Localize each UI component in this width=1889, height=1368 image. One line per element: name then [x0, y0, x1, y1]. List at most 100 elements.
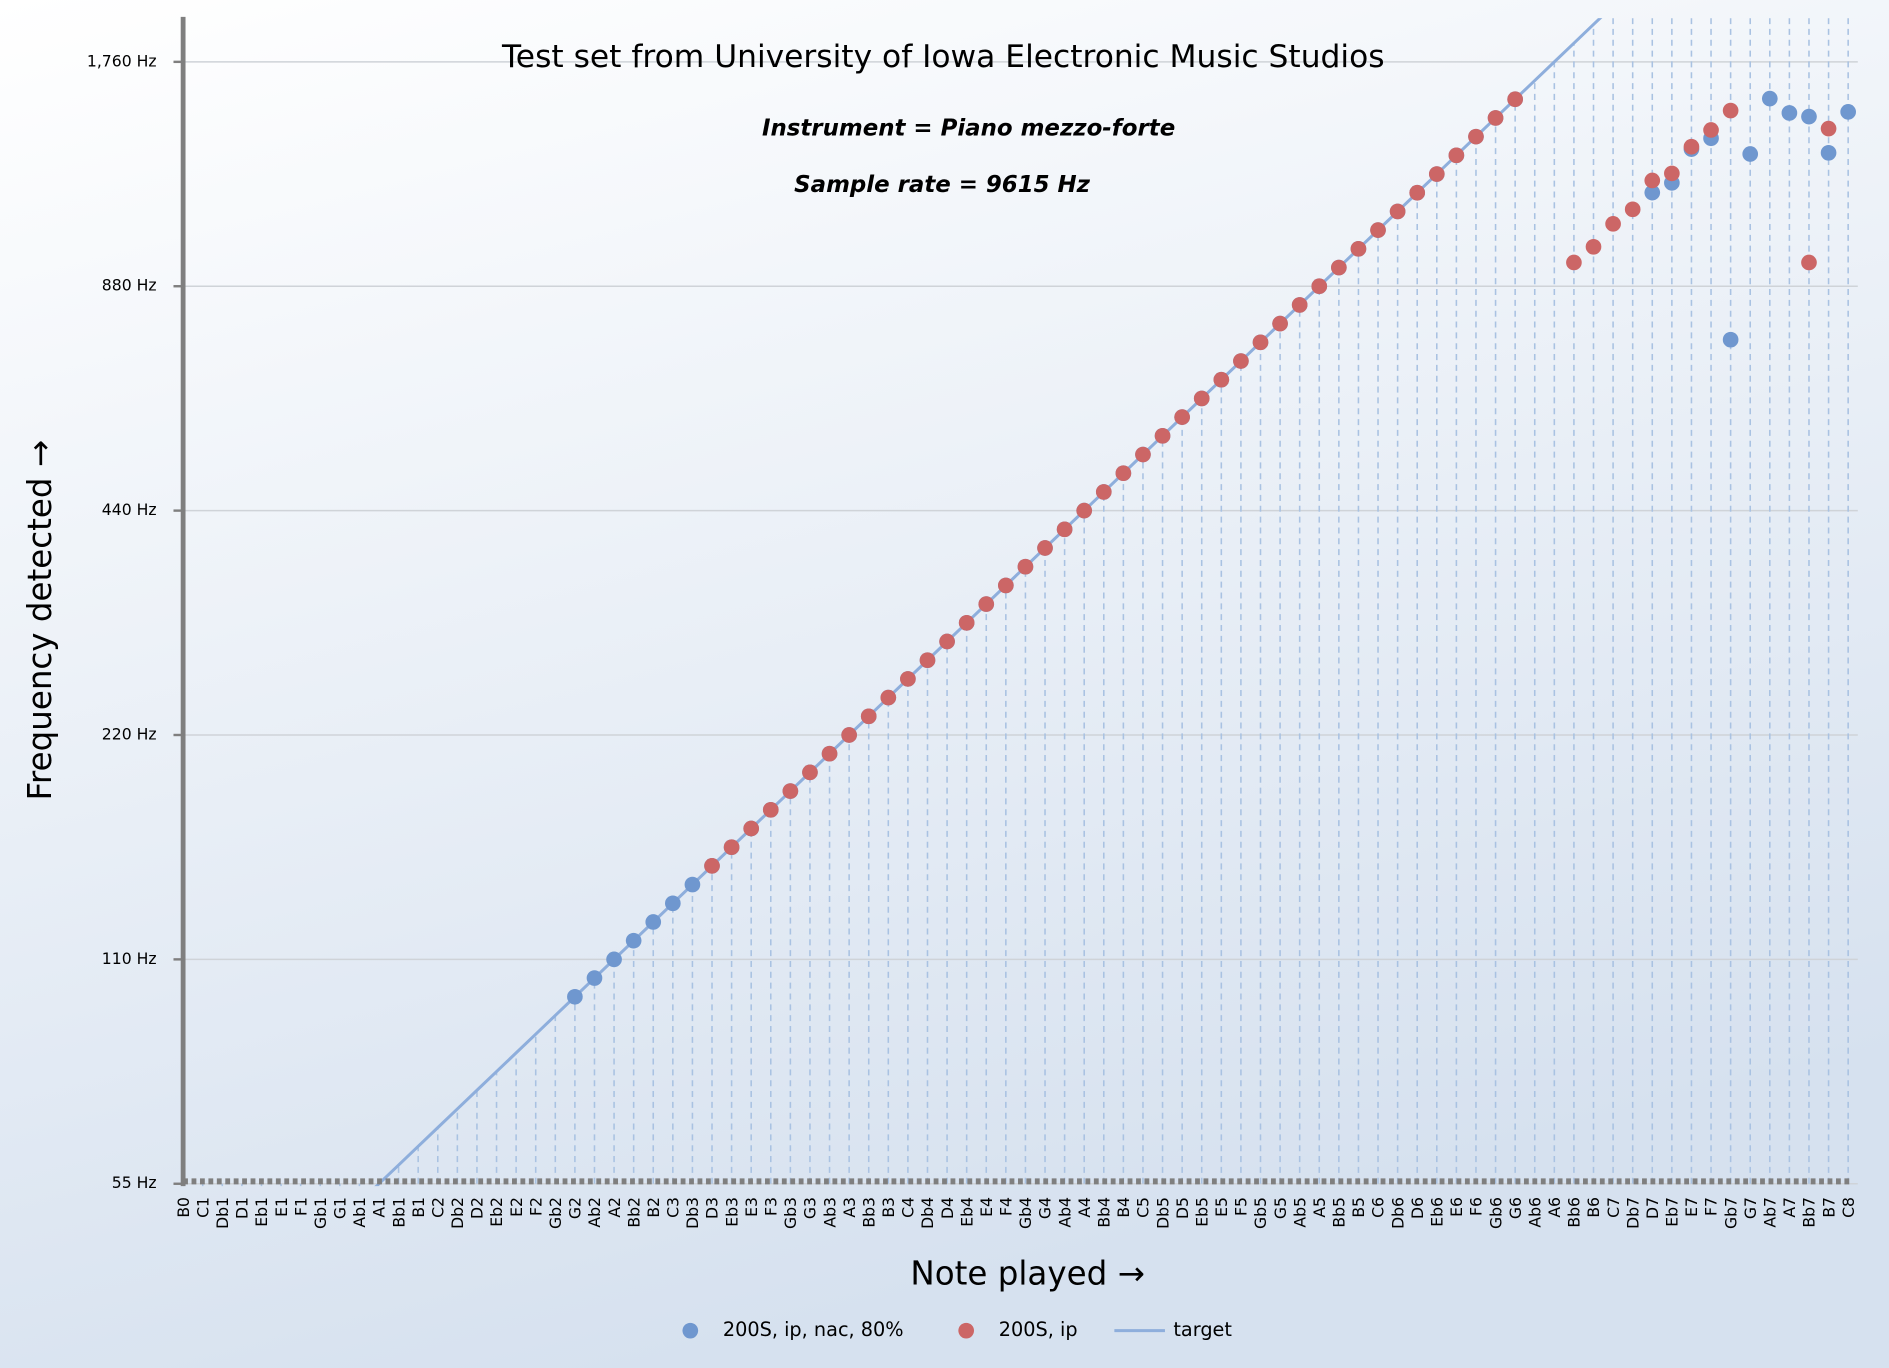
- data-point: [1174, 409, 1190, 425]
- x-axis-title: Note played →: [910, 1254, 1144, 1292]
- x-tick-label: G5: [1271, 1197, 1290, 1219]
- data-point: [860, 708, 877, 725]
- x-tick-label: Ab3: [820, 1197, 839, 1228]
- x-tick-label: B0: [174, 1197, 193, 1218]
- x-tick-label: Bb4: [1094, 1197, 1113, 1228]
- x-tick-label: Gb5: [1251, 1197, 1270, 1229]
- x-tick-label: D5: [1173, 1197, 1192, 1219]
- x-tick-label: Ab5: [1290, 1197, 1309, 1228]
- data-point: [1507, 91, 1523, 108]
- x-tick-label: Ab6: [1525, 1197, 1544, 1228]
- y-tick-label: 440 Hz: [102, 500, 157, 519]
- lines: [374, 18, 1603, 1187]
- data-point: [723, 839, 740, 856]
- x-tick-label: A3: [840, 1197, 859, 1218]
- data-point: [1487, 110, 1504, 126]
- data-point: [1135, 446, 1151, 463]
- data-point: [1370, 222, 1386, 238]
- x-tick-label: G1: [331, 1197, 350, 1219]
- data-point: [1605, 216, 1621, 232]
- data-point: [1095, 484, 1112, 500]
- x-tick-label: Eb2: [487, 1197, 506, 1227]
- x-tick-label: Eb5: [1192, 1197, 1211, 1227]
- data-point: [841, 727, 857, 743]
- data-point: [1350, 241, 1367, 257]
- x-tick-label: Bb3: [859, 1197, 878, 1228]
- data-point: [1742, 146, 1759, 162]
- chart-title: Test set from University of Iowa Electro…: [501, 39, 1385, 75]
- data-point: [1468, 128, 1484, 145]
- drop-lines: [183, 18, 1849, 1187]
- x-tick-label: E7: [1682, 1197, 1701, 1217]
- x-tick-label: B3: [879, 1197, 898, 1218]
- x-tick-label: F2: [526, 1197, 545, 1216]
- x-tick-label: D7: [1643, 1197, 1662, 1219]
- data-point: [1722, 102, 1739, 119]
- legend-label: 200S, ip, nac, 80%: [723, 1318, 904, 1341]
- x-tick-label: E1: [272, 1197, 291, 1217]
- legend-swatch: [682, 1322, 699, 1339]
- x-tick-label: C3: [664, 1197, 683, 1218]
- x-tick-label: Eb1: [252, 1197, 271, 1227]
- data-point: [645, 914, 662, 930]
- data-point: [880, 689, 897, 706]
- data-point: [684, 876, 701, 893]
- y-tick-label: 110 Hz: [102, 949, 157, 968]
- x-tick-label: Ab4: [1055, 1197, 1074, 1228]
- data-point: [1233, 353, 1249, 369]
- data-point: [1585, 238, 1602, 255]
- x-tick-label: G4: [1036, 1197, 1055, 1219]
- x-tick-label: A2: [605, 1197, 624, 1218]
- data-point: [900, 671, 916, 687]
- data-point: [1193, 390, 1210, 407]
- x-tick-label: G6: [1506, 1197, 1525, 1219]
- x-tick-label: A1: [370, 1197, 389, 1218]
- data-point: [1722, 331, 1739, 348]
- y-tick-label: 55 Hz: [112, 1173, 157, 1192]
- data-point: [998, 577, 1014, 594]
- data-point: [782, 783, 799, 799]
- data-point: [1076, 502, 1093, 519]
- x-tick-label: D1: [233, 1197, 252, 1219]
- data-point: [625, 932, 642, 949]
- data-point: [1291, 297, 1308, 313]
- x-tick-label: B7: [1819, 1197, 1838, 1218]
- y-tick-label: 220 Hz: [102, 724, 157, 743]
- data-point: [1644, 184, 1661, 201]
- x-tick-label: B2: [644, 1197, 663, 1218]
- x-tick-label: Db1: [213, 1197, 232, 1229]
- x-tick-label: Ab1: [350, 1197, 369, 1228]
- x-tick-label: F5: [1232, 1197, 1251, 1216]
- x-tick-label: Gb6: [1486, 1197, 1505, 1229]
- data-point: [567, 988, 583, 1005]
- x-tick-label: E6: [1447, 1197, 1466, 1217]
- x-tick-label: Bb1: [389, 1197, 408, 1228]
- x-tick-label: Gb1: [311, 1197, 330, 1229]
- x-tick-label: E4: [977, 1197, 996, 1217]
- x-tick-label: D3: [703, 1197, 722, 1219]
- x-tick-label: B4: [1114, 1197, 1133, 1218]
- data-point: [1644, 172, 1661, 189]
- x-tick-label: C6: [1369, 1197, 1388, 1218]
- data-point: [586, 970, 603, 986]
- x-tick-label: E2: [507, 1197, 526, 1217]
- x-tick-label: D6: [1408, 1197, 1427, 1219]
- legend-label: target: [1173, 1318, 1232, 1341]
- x-tick-label: C2: [428, 1197, 447, 1218]
- data-point: [1448, 147, 1465, 164]
- x-tick-label: Db4: [918, 1197, 937, 1229]
- x-tick-label: E5: [1212, 1197, 1231, 1217]
- x-tick-label: D2: [468, 1197, 487, 1219]
- data-point: [919, 652, 936, 669]
- data-point: [1781, 105, 1798, 121]
- x-tick-label: Bb7: [1800, 1197, 1819, 1228]
- x-tick-label: G2: [566, 1197, 585, 1219]
- data-point: [958, 614, 975, 631]
- x-tick-label: A4: [1075, 1197, 1094, 1218]
- data-point: [1389, 203, 1406, 220]
- dots: [567, 90, 1856, 1005]
- data-point: [606, 951, 622, 968]
- data-point: [1801, 108, 1817, 125]
